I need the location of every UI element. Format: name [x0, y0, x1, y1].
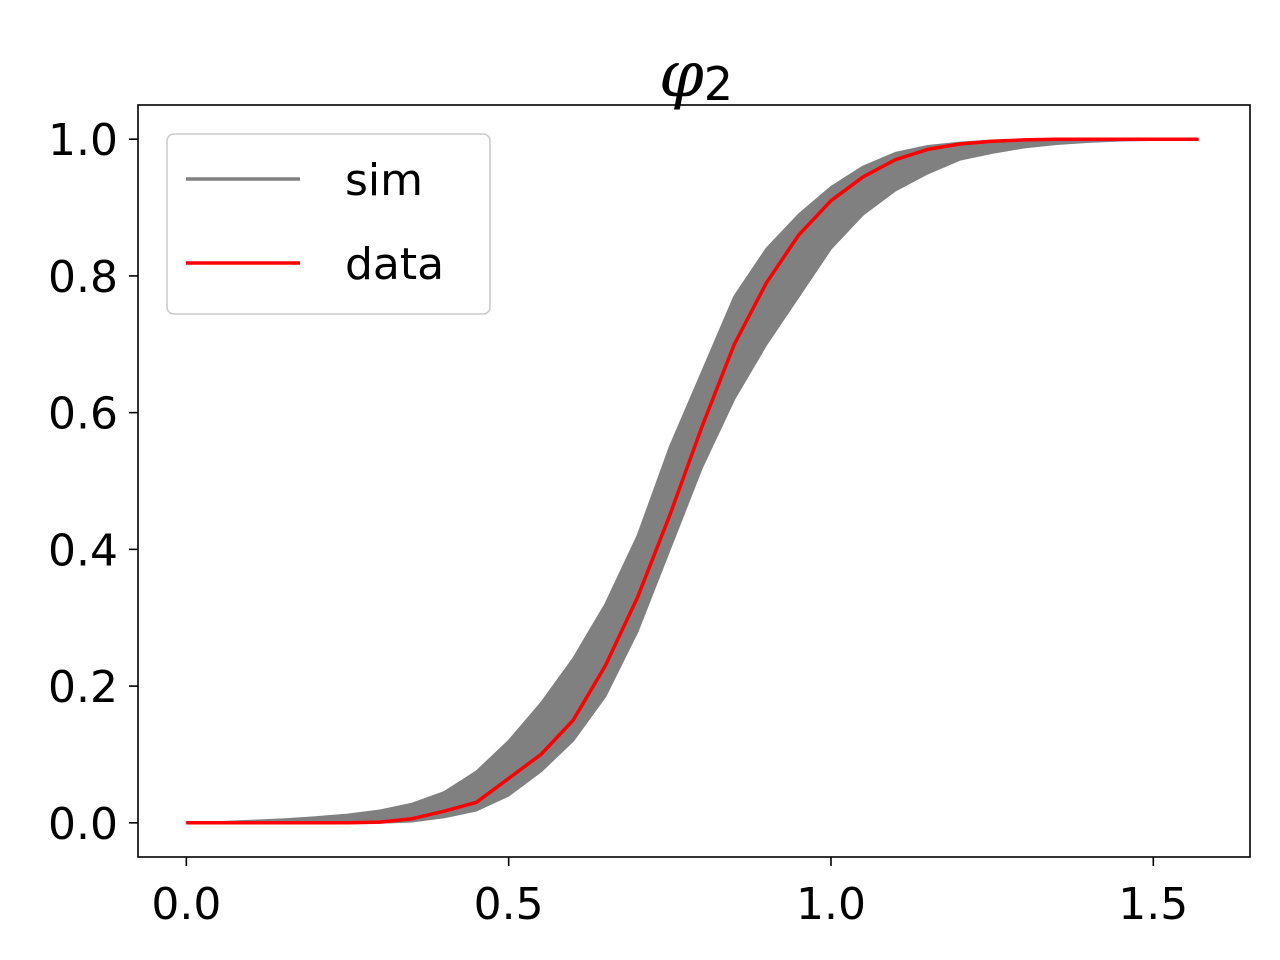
chart-title-symbol: φ — [659, 38, 704, 112]
y-tick-label: 0.4 — [48, 525, 118, 576]
y-tick-label: 0.6 — [48, 389, 118, 440]
axes: 0.0 0.5 1.0 1.5 0.0 0.2 0.4 0.6 0.8 1.0 — [48, 104, 1251, 930]
y-tick-label: 1.0 — [48, 115, 118, 166]
x-tick-label: 1.0 — [796, 879, 866, 930]
legend-label-data: data — [345, 239, 444, 290]
plot-frame — [137, 104, 1251, 858]
chart-title-subscript: 2 — [704, 57, 733, 111]
x-tick-label: 1.5 — [1118, 879, 1188, 930]
x-tick-label: 0.0 — [151, 879, 221, 930]
legend-label-sim: sim — [345, 155, 423, 206]
y-tick-label: 0.8 — [48, 252, 118, 303]
legend: sim data — [166, 133, 491, 315]
y-tick-label: 0.2 — [48, 662, 118, 713]
series-data-line — [186, 137, 1199, 825]
plot-area — [185, 137, 1200, 825]
x-tick-label: 0.5 — [474, 879, 544, 930]
chart-title: φ2 — [659, 38, 733, 112]
y-tick-label: 0.0 — [48, 799, 118, 850]
